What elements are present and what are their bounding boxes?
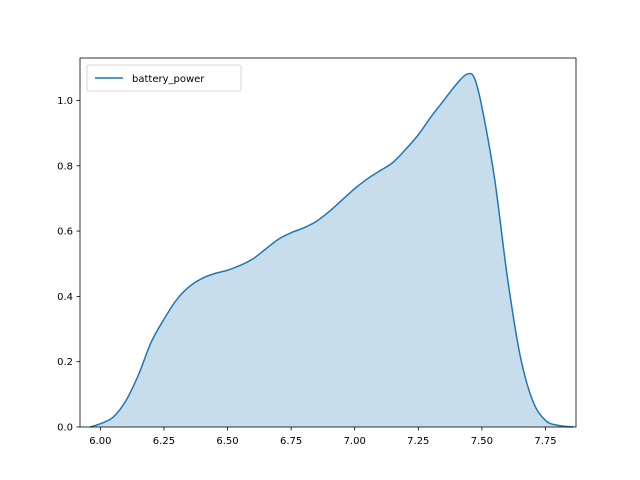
x-tick-label: 7.00 bbox=[344, 436, 366, 447]
y-tick-label: 0.2 bbox=[57, 357, 73, 368]
x-tick-label: 7.25 bbox=[407, 436, 429, 447]
axes-layer: 6.00 6.25 6.50 6.75 7.00 7.25 7.50 7.75 0.0 0.2 0.… bbox=[57, 57, 577, 447]
y-tick-label: 0.4 bbox=[57, 292, 73, 303]
density-line bbox=[89, 72, 574, 428]
x-tick-label: 6.00 bbox=[89, 436, 111, 447]
x-tick-label: 6.75 bbox=[280, 436, 302, 447]
x-tick-label: 7.50 bbox=[471, 436, 493, 447]
legend-box bbox=[86, 64, 242, 92]
y-tick-label: 0.8 bbox=[57, 161, 73, 172]
x-tick-label: 6.25 bbox=[153, 436, 175, 447]
density-area bbox=[90, 73, 574, 428]
plot-layer bbox=[89, 72, 574, 428]
y-tick-label: 0.6 bbox=[57, 227, 73, 238]
x-tick-label: 7.75 bbox=[534, 436, 556, 447]
x-tick-label: 6.50 bbox=[216, 436, 238, 447]
legend-label: battery_power bbox=[132, 74, 205, 85]
y-tick-label: 0.0 bbox=[57, 423, 73, 434]
legend: battery_power bbox=[86, 64, 242, 92]
y-tick-label: 1.0 bbox=[57, 96, 73, 107]
axes-frame bbox=[79, 57, 577, 428]
